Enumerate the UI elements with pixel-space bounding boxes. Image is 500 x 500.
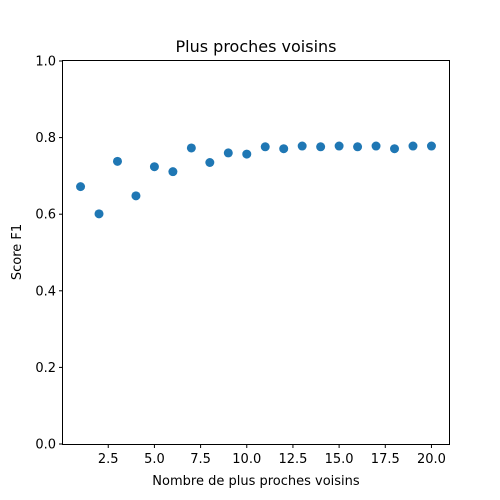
data-point xyxy=(371,141,381,151)
data-point xyxy=(149,162,159,172)
data-point xyxy=(168,167,178,177)
x-tick-label: 17.5 xyxy=(371,452,400,467)
data-point xyxy=(353,142,363,152)
x-tick-label: 15.0 xyxy=(325,452,354,467)
data-point xyxy=(223,148,233,158)
data-point xyxy=(316,142,326,152)
data-point xyxy=(242,149,252,159)
x-tick-label: 20.0 xyxy=(417,452,446,467)
x-tick-label: 10.0 xyxy=(232,452,261,467)
y-tick-label: 0.6 xyxy=(35,208,56,223)
data-point xyxy=(131,191,141,201)
x-tick-label: 5.0 xyxy=(144,452,165,467)
x-tick-label: 12.5 xyxy=(278,452,307,467)
y-tick-label: 0.8 xyxy=(35,131,56,146)
x-axis: 2.5 5.0 7.5 10.0 12.5 15.0 17.5 20.0 xyxy=(98,444,446,467)
data-point xyxy=(408,141,418,151)
data-point xyxy=(390,144,400,154)
y-axis: 0.0 0.2 0.4 0.6 0.8 1.0 xyxy=(35,55,63,453)
x-tick-label: 7.5 xyxy=(190,452,211,467)
y-axis-label: Score F1 xyxy=(10,224,25,280)
plot-frame xyxy=(62,60,450,445)
chart-title: Plus proches voisins xyxy=(176,37,337,56)
plot-area xyxy=(76,141,436,219)
y-tick-label: 0.2 xyxy=(35,361,56,376)
data-point xyxy=(426,141,436,151)
x-axis-label: Nombre de plus proches voisins xyxy=(152,474,360,489)
data-point xyxy=(260,142,270,152)
data-point xyxy=(112,156,122,166)
data-point xyxy=(94,209,104,219)
data-point xyxy=(186,143,196,153)
data-point xyxy=(297,141,307,151)
data-point xyxy=(334,141,344,151)
y-tick-label: 1.0 xyxy=(35,55,56,70)
y-tick-label: 0.0 xyxy=(35,438,56,453)
x-tick-label: 2.5 xyxy=(98,452,119,467)
data-point xyxy=(76,182,86,192)
y-tick-label: 0.4 xyxy=(35,284,56,299)
data-point xyxy=(205,157,215,167)
data-point xyxy=(279,144,289,154)
